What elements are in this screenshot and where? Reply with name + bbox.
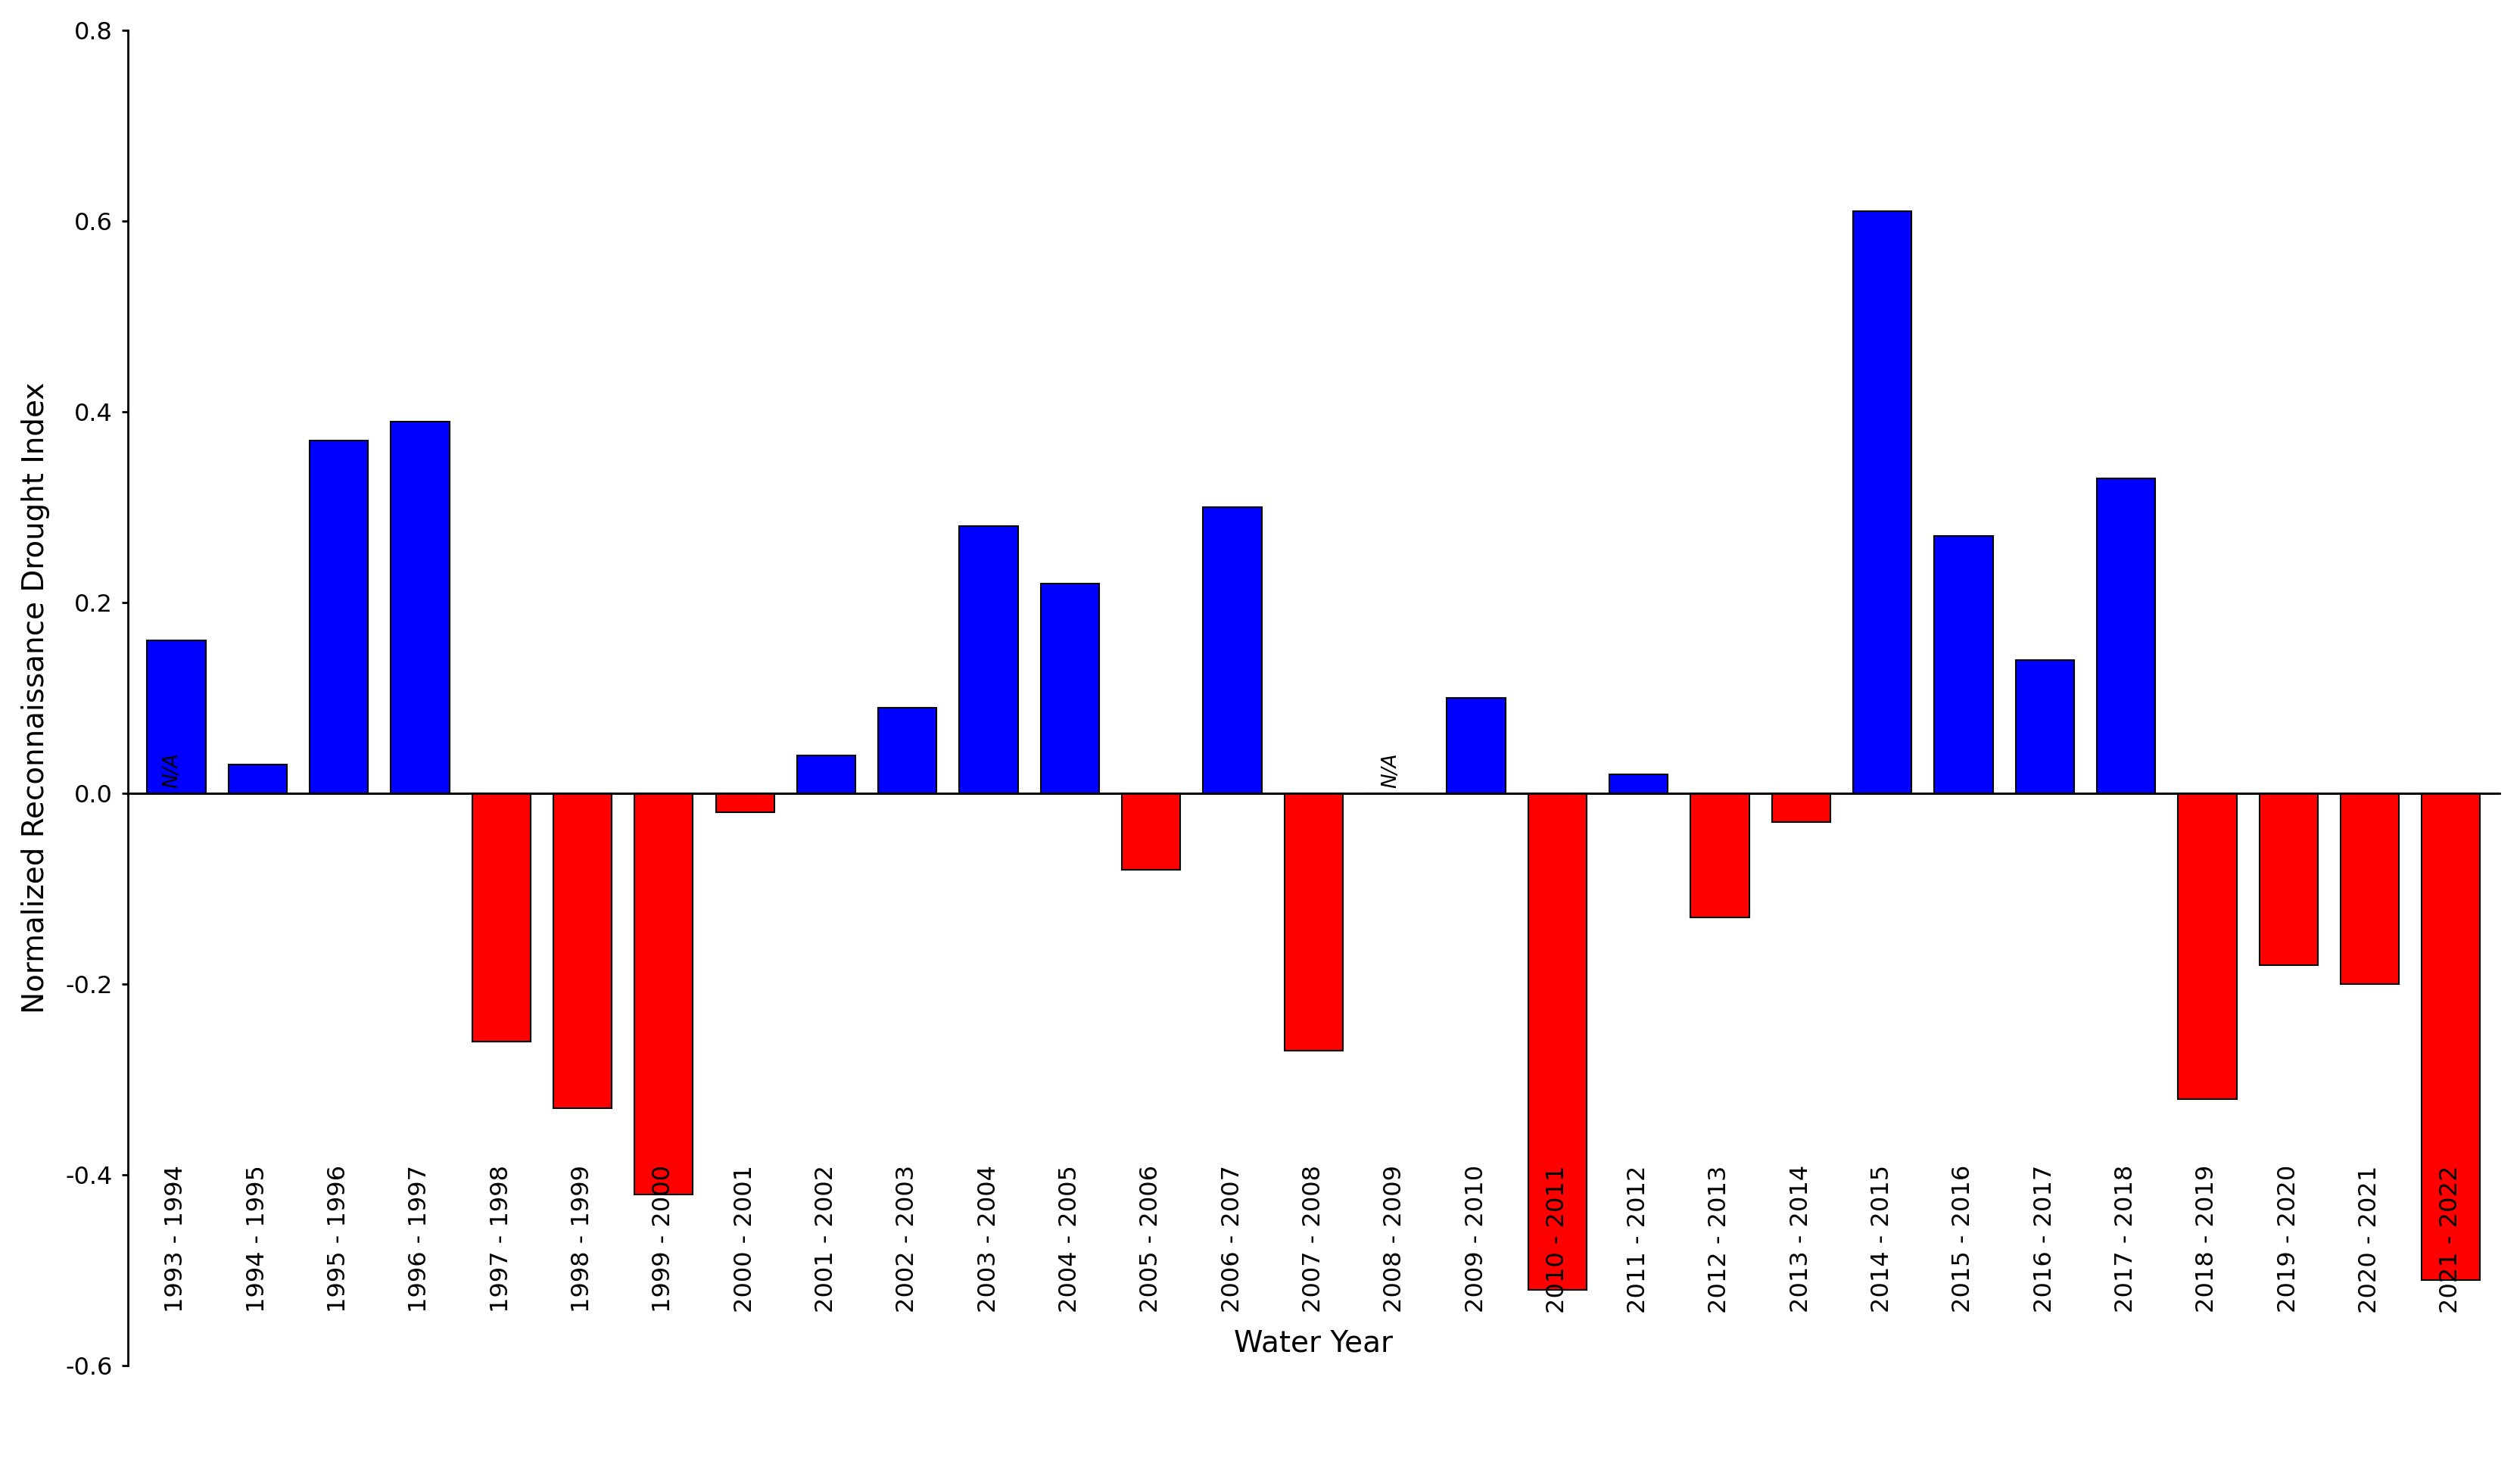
Text: N/A: N/A [161, 753, 181, 788]
Bar [877, 707, 937, 794]
Bar [2016, 660, 2074, 794]
Bar [1933, 535, 1993, 794]
Text: N/A: N/A [1381, 753, 1401, 788]
Bar [310, 440, 368, 794]
Bar [552, 794, 612, 1108]
Bar [1202, 508, 1263, 794]
Bar [2339, 794, 2399, 984]
Bar [1852, 211, 1910, 794]
Bar [2422, 794, 2480, 1281]
Bar [796, 756, 854, 794]
Bar [471, 794, 529, 1042]
X-axis label: Water Year: Water Year [1235, 1329, 1394, 1357]
Bar [1608, 775, 1668, 794]
Bar [1041, 584, 1099, 794]
Bar [2097, 478, 2155, 794]
Bar [391, 421, 449, 794]
Bar [146, 641, 207, 794]
Bar [2177, 794, 2235, 1099]
Bar [716, 794, 774, 813]
Bar [2258, 794, 2316, 965]
Bar [1527, 794, 1585, 1289]
Bar [1446, 698, 1504, 794]
Bar [229, 764, 287, 794]
Bar [1691, 794, 1749, 917]
Bar [1285, 794, 1343, 1050]
Bar [1121, 794, 1179, 870]
Bar [635, 794, 693, 1194]
Y-axis label: Normalized Reconnaissance Drought Index: Normalized Reconnaissance Drought Index [20, 383, 50, 1014]
Bar [1772, 794, 1830, 822]
Bar [960, 527, 1018, 794]
